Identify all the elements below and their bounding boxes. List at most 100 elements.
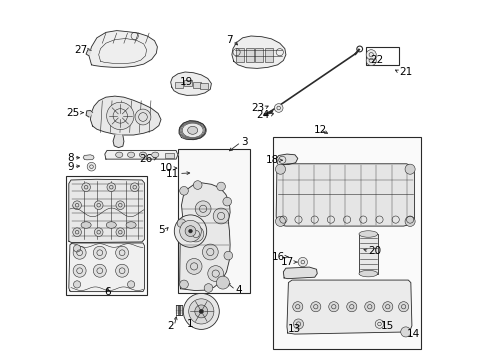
Ellipse shape <box>115 152 122 158</box>
Circle shape <box>81 183 90 192</box>
Text: 18: 18 <box>265 155 278 165</box>
Text: 11: 11 <box>165 168 179 179</box>
Circle shape <box>216 276 229 289</box>
Polygon shape <box>286 280 411 334</box>
Ellipse shape <box>358 231 377 237</box>
Polygon shape <box>104 150 178 159</box>
Circle shape <box>293 319 303 329</box>
Text: 16: 16 <box>271 252 284 262</box>
Polygon shape <box>89 31 157 67</box>
Text: 3: 3 <box>241 137 247 147</box>
Text: 2: 2 <box>167 321 174 331</box>
Text: 1: 1 <box>186 319 193 329</box>
Text: 4: 4 <box>235 285 242 295</box>
Bar <box>245 48 253 62</box>
Circle shape <box>382 302 392 312</box>
Circle shape <box>195 201 211 217</box>
Circle shape <box>310 302 320 312</box>
Bar <box>175 82 183 88</box>
Text: 27: 27 <box>74 45 87 55</box>
Polygon shape <box>69 243 144 292</box>
Circle shape <box>115 264 128 277</box>
Text: 15: 15 <box>381 321 394 331</box>
Circle shape <box>94 201 103 210</box>
Text: 26: 26 <box>139 154 152 164</box>
Text: 25: 25 <box>66 108 80 118</box>
Bar <box>164 153 173 158</box>
Circle shape <box>73 245 81 252</box>
Circle shape <box>130 183 139 192</box>
Circle shape <box>87 162 96 171</box>
Bar <box>264 48 272 62</box>
Circle shape <box>366 50 375 60</box>
Circle shape <box>298 257 307 267</box>
Bar <box>178 149 249 293</box>
Polygon shape <box>170 72 211 95</box>
Circle shape <box>404 216 414 226</box>
Circle shape <box>275 164 285 174</box>
Circle shape <box>93 264 106 277</box>
Polygon shape <box>276 154 297 165</box>
Bar <box>192 82 200 88</box>
Polygon shape <box>179 183 230 291</box>
Polygon shape <box>283 267 317 279</box>
Circle shape <box>73 201 81 210</box>
Ellipse shape <box>187 126 197 134</box>
Circle shape <box>207 266 223 282</box>
Text: 13: 13 <box>288 324 301 334</box>
Circle shape <box>224 251 232 260</box>
Circle shape <box>188 299 213 324</box>
Bar <box>358 234 377 274</box>
Polygon shape <box>86 50 91 56</box>
Circle shape <box>398 302 408 312</box>
Text: 22: 22 <box>369 55 382 66</box>
Text: 19: 19 <box>179 77 192 87</box>
Ellipse shape <box>127 152 134 158</box>
Bar <box>366 47 398 65</box>
Text: 20: 20 <box>368 246 381 256</box>
Ellipse shape <box>126 222 136 228</box>
Ellipse shape <box>151 152 159 158</box>
Bar <box>235 48 244 62</box>
Circle shape <box>274 104 283 112</box>
Polygon shape <box>90 96 161 135</box>
Ellipse shape <box>358 270 377 277</box>
Circle shape <box>188 229 192 233</box>
Text: 24: 24 <box>256 110 269 120</box>
Circle shape <box>174 215 206 247</box>
Circle shape <box>73 246 86 259</box>
Text: 21: 21 <box>399 67 412 77</box>
Text: 6: 6 <box>104 287 111 297</box>
Circle shape <box>364 302 374 312</box>
Text: 10: 10 <box>160 163 173 173</box>
Circle shape <box>135 109 151 125</box>
Bar <box>66 176 147 295</box>
Circle shape <box>116 201 124 210</box>
Circle shape <box>199 309 203 314</box>
Circle shape <box>346 302 356 312</box>
Circle shape <box>194 305 207 318</box>
Circle shape <box>202 244 218 260</box>
Circle shape <box>223 197 231 206</box>
Ellipse shape <box>81 222 91 228</box>
Circle shape <box>73 264 86 277</box>
Bar <box>273 137 420 349</box>
Circle shape <box>116 228 124 237</box>
Polygon shape <box>69 179 144 243</box>
Circle shape <box>183 293 219 329</box>
Text: 9: 9 <box>67 162 73 172</box>
Circle shape <box>216 182 225 191</box>
Text: 5: 5 <box>158 225 165 235</box>
Circle shape <box>193 181 202 189</box>
Circle shape <box>292 302 302 312</box>
Polygon shape <box>231 36 285 68</box>
Circle shape <box>404 164 414 174</box>
Circle shape <box>186 258 202 274</box>
Polygon shape <box>113 135 123 148</box>
Circle shape <box>93 246 106 259</box>
Circle shape <box>275 216 285 226</box>
Circle shape <box>73 228 81 237</box>
Circle shape <box>204 284 212 292</box>
Circle shape <box>400 327 410 337</box>
Text: 7: 7 <box>226 35 232 45</box>
